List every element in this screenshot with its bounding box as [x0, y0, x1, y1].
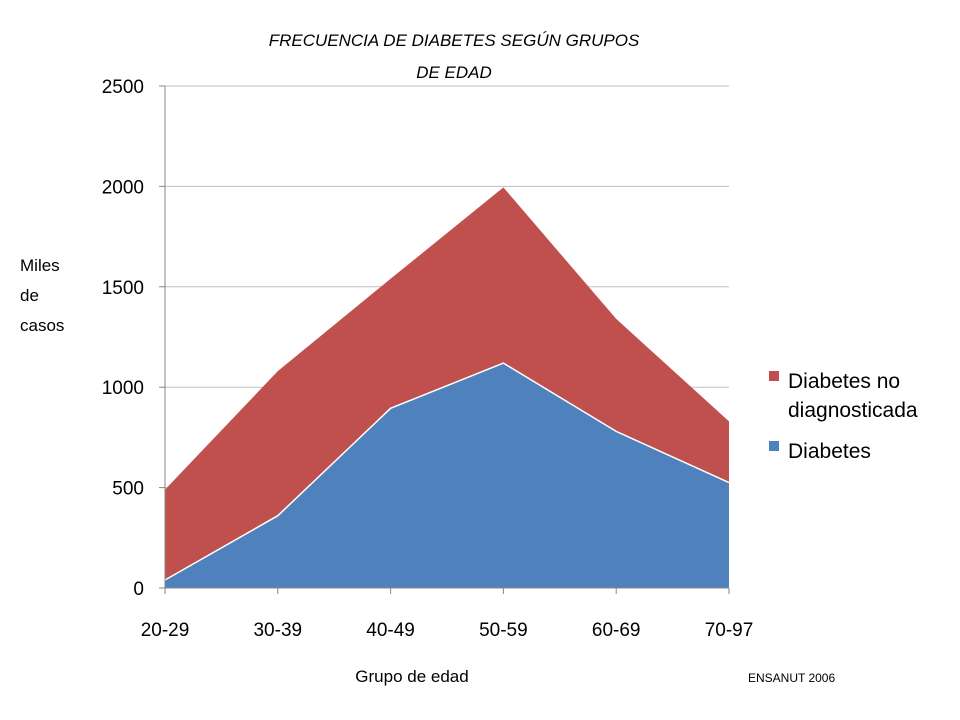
legend-swatch-2: [769, 441, 779, 451]
y-tick-label: 2500: [102, 77, 144, 98]
x-axis-label: Grupo de edad: [355, 667, 468, 686]
x-tick-label: 30-39: [253, 620, 302, 641]
y-tick-label: 1000: [102, 378, 144, 399]
x-tick-labels: 20-29 30-39 40-49 50-59 60-69 70-97: [141, 620, 754, 641]
y-axis-label-line-3: casos: [20, 316, 64, 335]
legend-swatch-1: [769, 371, 779, 381]
y-axis-label-line-1: Miles: [20, 256, 60, 275]
y-axis-label-line-2: de: [20, 286, 39, 305]
y-tick-labels: 0 500 1000 1500 2000 2500: [102, 77, 144, 600]
x-tick-label: 50-59: [479, 620, 528, 641]
y-tick-label: 2000: [102, 177, 144, 198]
axes: [159, 85, 730, 594]
legend-label-2: Diabetes: [788, 440, 871, 463]
series-boundary-line: [164, 362, 730, 581]
x-tick-label: 40-49: [366, 620, 415, 641]
area-series-2: [165, 187, 729, 580]
y-tick-label: 500: [112, 479, 144, 500]
plot-areas: [164, 187, 730, 588]
legend-label-1: Diabetes no: [788, 370, 900, 393]
chart-title-line-1: FRECUENCIA DE DIABETES SEGÚN GRUPOS: [269, 31, 640, 50]
legend: Diabetes no diagnosticada Diabetes: [769, 370, 918, 463]
legend-label-1: diagnosticada: [788, 399, 918, 422]
x-tick-label: 60-69: [592, 620, 641, 641]
x-tick-label: 20-29: [141, 620, 190, 641]
chart-title-line-2: DE EDAD: [416, 63, 492, 82]
y-tick-label: 0: [133, 579, 144, 600]
y-tick-label: 1500: [102, 278, 144, 299]
source-note: ENSANUT 2006: [748, 671, 835, 685]
area-series-1: [165, 363, 729, 588]
x-tick-label: 70-97: [705, 620, 754, 641]
